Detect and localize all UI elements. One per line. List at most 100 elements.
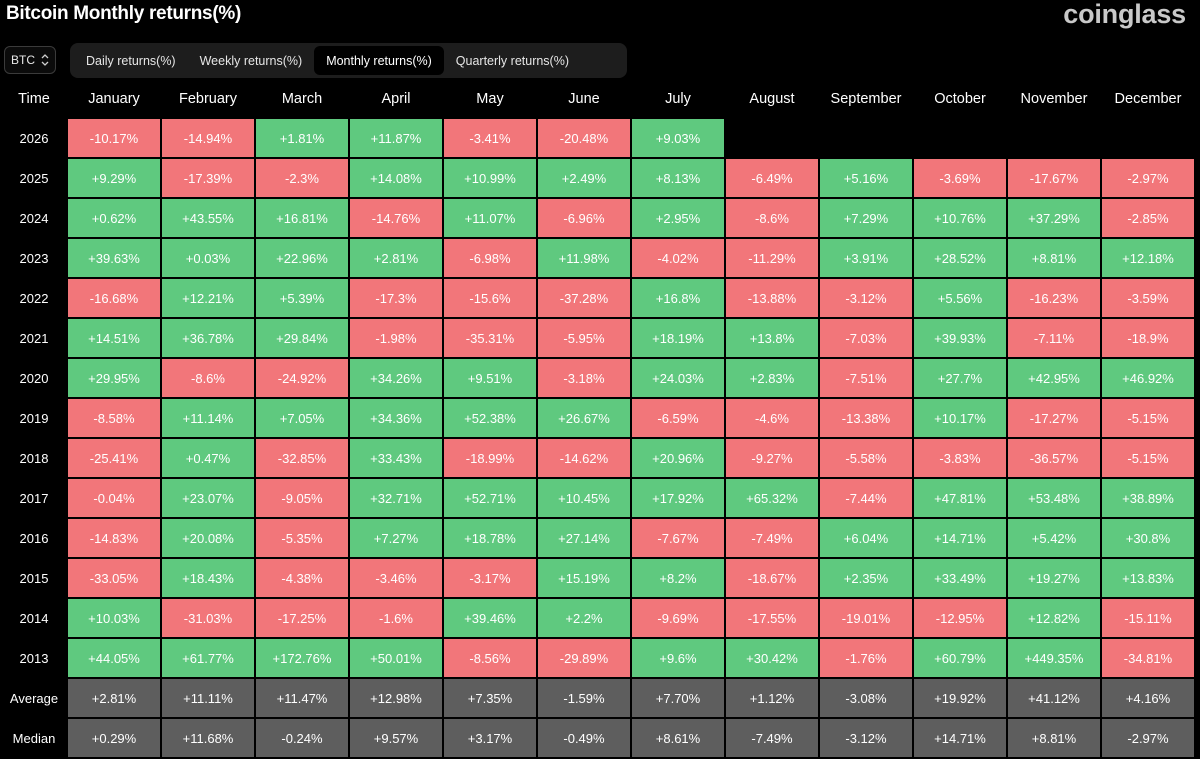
summary-cell: -7.49% xyxy=(726,719,818,757)
return-cell: +50.01% xyxy=(350,639,442,677)
column-header-april: April xyxy=(381,91,411,107)
empty-cell xyxy=(820,119,912,157)
return-cell: +3.91% xyxy=(820,239,912,277)
year-cell: 2023 xyxy=(19,250,49,266)
return-cell: +39.93% xyxy=(914,319,1006,357)
return-cell: -14.62% xyxy=(538,439,630,477)
return-cell: -5.15% xyxy=(1102,399,1194,437)
return-cell: +0.47% xyxy=(162,439,254,477)
return-cell: -15.11% xyxy=(1102,599,1194,637)
return-cell: +38.89% xyxy=(1102,479,1194,517)
table-row: 2026 -10.17% -14.94% +1.81% +11.87% -3.41% -20… xyxy=(2,119,1194,157)
return-cell: +7.29% xyxy=(820,199,912,237)
year-cell: 2016 xyxy=(19,530,49,546)
table-row: 2014 +10.03% -31.03% -17.25% -1.6% +39.46% +2.… xyxy=(2,599,1194,637)
asset-select-value: BTC xyxy=(11,53,35,67)
year-cell: 2021 xyxy=(19,330,49,346)
return-cell: +29.84% xyxy=(256,319,348,357)
return-cell: -31.03% xyxy=(162,599,254,637)
summary-cell: -3.08% xyxy=(820,679,912,717)
return-cell: +11.98% xyxy=(538,239,630,277)
return-cell: +10.03% xyxy=(68,599,160,637)
return-cell: +44.05% xyxy=(68,639,160,677)
return-cell: +14.51% xyxy=(68,319,160,357)
summary-cell: +8.81% xyxy=(1008,719,1100,757)
return-cell: +30.42% xyxy=(726,639,818,677)
return-cell: +60.79% xyxy=(914,639,1006,677)
return-cell: -8.6% xyxy=(162,359,254,397)
return-cell: +0.03% xyxy=(162,239,254,277)
return-cell: -17.25% xyxy=(256,599,348,637)
return-cell: +6.04% xyxy=(820,519,912,557)
table-row: 2013 +44.05% +61.77% +172.76% +50.01% -8.56% -… xyxy=(2,639,1194,677)
return-cell: +8.81% xyxy=(1008,239,1100,277)
return-cell: -7.44% xyxy=(820,479,912,517)
return-cell: +34.36% xyxy=(350,399,442,437)
return-cell: +37.29% xyxy=(1008,199,1100,237)
return-cell: -7.11% xyxy=(1008,319,1100,357)
year-cell: 2022 xyxy=(19,290,49,306)
return-cell: -14.76% xyxy=(350,199,442,237)
return-cell: +16.81% xyxy=(256,199,348,237)
return-cell: +32.71% xyxy=(350,479,442,517)
tab-daily-returns[interactable]: Daily returns(%) xyxy=(86,53,176,68)
tab-weekly-returns[interactable]: Weekly returns(%) xyxy=(199,53,303,68)
return-cell: +16.8% xyxy=(632,279,724,317)
empty-cell xyxy=(1102,119,1194,157)
return-cell: +39.63% xyxy=(68,239,160,277)
return-cell: +47.81% xyxy=(914,479,1006,517)
return-cell: -7.67% xyxy=(632,519,724,557)
return-cell: -8.58% xyxy=(68,399,160,437)
return-cell: -9.69% xyxy=(632,599,724,637)
return-cell: -11.29% xyxy=(726,239,818,277)
return-cell: +5.42% xyxy=(1008,519,1100,557)
summary-cell: +1.12% xyxy=(726,679,818,717)
return-cell: +5.16% xyxy=(820,159,912,197)
return-cell: +11.14% xyxy=(162,399,254,437)
summary-cell: +19.92% xyxy=(914,679,1006,717)
returns-period-tabs: Daily returns(%) Weekly returns(%) Month… xyxy=(70,43,627,78)
return-cell: +2.35% xyxy=(820,559,912,597)
tab-quarterly-returns[interactable]: Quarterly returns(%) xyxy=(455,53,570,68)
return-cell: -3.18% xyxy=(538,359,630,397)
return-cell: +11.87% xyxy=(350,119,442,157)
tab-monthly-returns[interactable]: Monthly returns(%) xyxy=(314,46,444,75)
return-cell: +18.78% xyxy=(444,519,536,557)
return-cell: +13.8% xyxy=(726,319,818,357)
column-header-november: November xyxy=(1020,91,1088,107)
return-cell: -0.04% xyxy=(68,479,160,517)
year-cell: 2014 xyxy=(19,610,49,626)
return-cell: -17.39% xyxy=(162,159,254,197)
summary-label-cell: Median xyxy=(12,730,56,746)
return-cell: +65.32% xyxy=(726,479,818,517)
return-cell: -9.05% xyxy=(256,479,348,517)
summary-cell: +8.61% xyxy=(632,719,724,757)
table-row: 2017 -0.04% +23.07% -9.05% +32.71% +52.71% +10… xyxy=(2,479,1194,517)
year-cell: 2018 xyxy=(19,450,49,466)
return-cell: -3.83% xyxy=(914,439,1006,477)
return-cell: -19.01% xyxy=(820,599,912,637)
column-header-february: February xyxy=(178,91,238,107)
return-cell: +18.19% xyxy=(632,319,724,357)
asset-select[interactable]: BTC xyxy=(4,46,56,74)
return-cell: -8.56% xyxy=(444,639,536,677)
return-cell: -4.6% xyxy=(726,399,818,437)
return-cell: +9.03% xyxy=(632,119,724,157)
return-cell: -17.3% xyxy=(350,279,442,317)
summary-cell: +12.98% xyxy=(350,679,442,717)
summary-cell: -0.24% xyxy=(256,719,348,757)
year-cell: 2026 xyxy=(19,130,49,146)
column-header-may: May xyxy=(476,91,504,107)
column-header-january: January xyxy=(88,91,140,107)
return-cell: +172.76% xyxy=(256,639,348,677)
return-cell: +10.99% xyxy=(444,159,536,197)
year-cell: 2024 xyxy=(19,210,49,226)
column-header-december: December xyxy=(1114,91,1182,107)
return-cell: -6.59% xyxy=(632,399,724,437)
table-row: 2025 +9.29% -17.39% -2.3% +14.08% +10.99% +2.4… xyxy=(2,159,1194,197)
summary-cell: +7.70% xyxy=(632,679,724,717)
return-cell: +5.56% xyxy=(914,279,1006,317)
return-cell: -14.83% xyxy=(68,519,160,557)
summary-cell: +7.35% xyxy=(444,679,536,717)
return-cell: -3.17% xyxy=(444,559,536,597)
